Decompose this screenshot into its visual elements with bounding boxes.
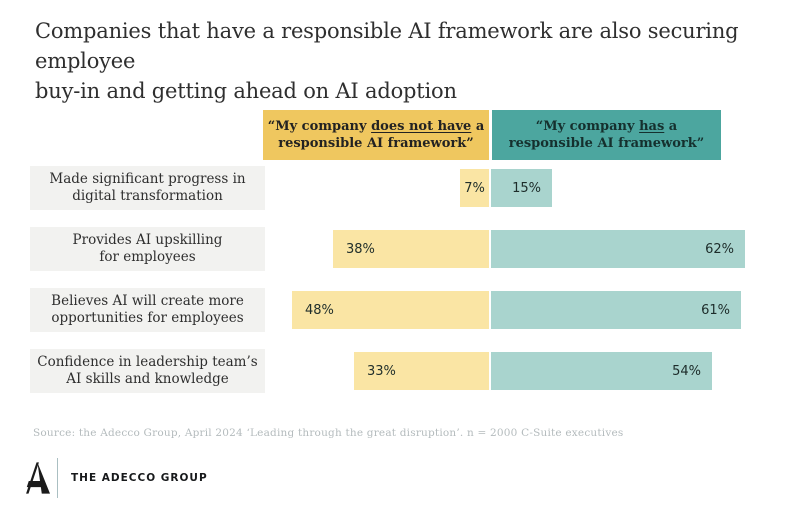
bar-has-framework: 62%: [491, 230, 745, 268]
legend-text-line2: responsible AI framework”: [508, 136, 705, 151]
bar-no-framework: 33%: [354, 352, 489, 390]
category-label-line1: Made significant progress in: [49, 171, 246, 187]
bar-no-framework: 48%: [292, 291, 489, 329]
percent-label: 62%: [705, 241, 734, 257]
percent-label: 38%: [346, 241, 375, 257]
chart-title-line2: buy-in and getting ahead on AI adoption: [35, 79, 457, 103]
category-label-line2: digital transformation: [72, 188, 223, 204]
bar-has-framework: 15%: [491, 169, 552, 207]
logo-divider: [57, 458, 58, 498]
category-label: Provides AI upskilling for employees: [30, 227, 265, 271]
category-label: Confidence in leadership team’s AI skill…: [30, 349, 265, 393]
percent-label: 15%: [512, 180, 541, 196]
legend-text-line2: responsible AI framework”: [278, 136, 474, 151]
category-label: Believes AI will create more opportuniti…: [30, 288, 265, 332]
chart-title-line1: Companies that have a responsible AI fra…: [35, 19, 739, 73]
category-label: Made significant progress in digital tra…: [30, 166, 265, 210]
bar-has-framework: 61%: [491, 291, 741, 329]
percent-label: 7%: [464, 180, 485, 196]
chart-title: Companies that have a responsible AI fra…: [35, 16, 785, 106]
legend-box-has-framework: “My company has a responsible AI framewo…: [492, 110, 721, 160]
legend-no-framework-text: “My company does not have a responsible …: [268, 118, 485, 152]
category-label-line2: AI skills and knowledge: [66, 371, 229, 387]
percent-label: 48%: [305, 302, 334, 318]
legend-text-underlined: has: [639, 119, 665, 134]
category-label-line2: opportunities for employees: [51, 310, 244, 326]
category-label-line2: for employees: [99, 249, 196, 265]
bar-has-framework: 54%: [491, 352, 712, 390]
logo-wordmark: THE ADECCO GROUP: [71, 472, 208, 484]
legend-text-part: a: [471, 119, 485, 134]
percent-label: 33%: [367, 363, 396, 379]
category-label-line1: Believes AI will create more: [51, 293, 244, 309]
source-note: Source: the Adecco Group, April 2024 ‘Le…: [33, 427, 624, 439]
percent-label: 61%: [701, 302, 730, 318]
percent-label: 54%: [672, 363, 701, 379]
legend-box-no-framework: “My company does not have a responsible …: [263, 110, 489, 160]
adecco-a-icon: [26, 462, 50, 494]
category-label-line1: Provides AI upskilling: [72, 232, 223, 248]
legend-text-underlined: does not have: [371, 119, 472, 134]
legend-text-part: “My company: [267, 119, 372, 134]
bar-no-framework: 7%: [460, 169, 489, 207]
legend-text-part: a: [664, 119, 678, 134]
bar-no-framework: 38%: [333, 230, 489, 268]
legend-text-part: “My company: [535, 119, 640, 134]
legend-has-framework-text: “My company has a responsible AI framewo…: [509, 118, 705, 152]
adecco-logo: THE ADECCO GROUP: [24, 458, 208, 498]
category-label-line1: Confidence in leadership team’s: [37, 354, 258, 370]
